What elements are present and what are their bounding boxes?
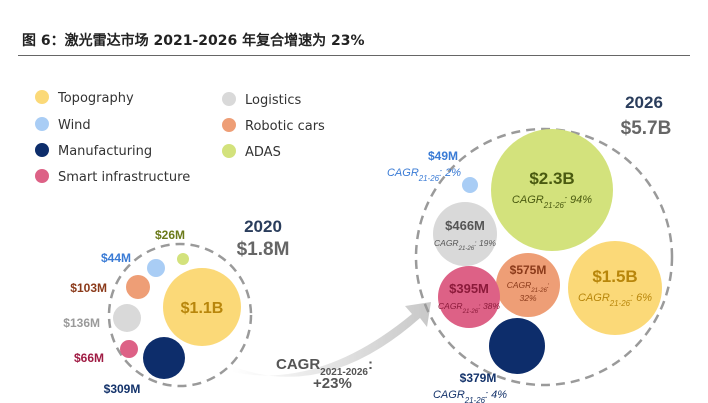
- bubble-2026-manufacturing-label: $379M: [460, 371, 497, 385]
- bubble-2026-manufacturing: [489, 318, 545, 374]
- bubble-2026-logistics: [433, 202, 497, 266]
- legend-swatch-logistics: [222, 92, 236, 106]
- bubble-2026-manufacturing-cagr: CAGR21-26: 4%: [433, 389, 507, 403]
- bubble-2020-wind: [147, 259, 165, 277]
- bubble-2026-adas-cagr: CAGR21-26: 94%: [512, 194, 592, 210]
- legend-swatch-adas: [222, 144, 236, 158]
- legend-swatch-robotic-cars: [222, 118, 236, 132]
- title-rule: [18, 55, 690, 56]
- bubble-2026-robotic-cars-label: $575M: [510, 263, 547, 277]
- ring-2020: [107, 242, 253, 388]
- bubble-2026-robotic-cars-cagr: CAGR21-26:: [507, 280, 550, 294]
- bubble-2026-smart-infrastructure: [438, 266, 500, 328]
- bubble-2026-topography-cagr: CAGR21-26: 6%: [578, 292, 652, 308]
- legend: Topography Wind Manufacturing Smart infrast…: [35, 90, 325, 185]
- bubble-2020-adas: [177, 253, 189, 265]
- bubble-2026-wind: [462, 177, 478, 193]
- bubble-2020-adas-label: $26M: [155, 228, 185, 242]
- bubble-2020-smart-infrastructure-label: $66M: [74, 351, 104, 365]
- bubble-2026-wind-cagr: CAGR21-26: 2%: [387, 167, 461, 183]
- legend-label-manufacturing: Manufacturing: [58, 144, 152, 159]
- cagr-arrow-layer: CAGR2021-2026:+23%: [232, 302, 431, 392]
- bubble-2020-manufacturing-label: $309M: [104, 382, 141, 396]
- legend-swatch-topography: [35, 90, 49, 104]
- year-2026: 2026: [625, 93, 663, 112]
- overall-cagr-value: +23%: [313, 375, 352, 392]
- legend-swatch-manufacturing: [35, 143, 49, 157]
- bubble-2026-logistics-cagr: CAGR21-26: 19%: [434, 238, 496, 252]
- bubble-2026-smart-infrastructure-cagr: CAGR21-26: 38%: [438, 301, 500, 315]
- legend-swatch-wind: [35, 117, 49, 131]
- year-2020: 2020: [244, 217, 282, 236]
- bubble-2020-topography: [163, 268, 241, 346]
- bubble-2026-wind-label: $49M: [428, 149, 458, 163]
- bubble-2020-topography-label: $1.1B: [181, 300, 224, 317]
- legend-label-wind: Wind: [58, 118, 91, 133]
- overall-cagr-label: CAGR2021-2026:: [276, 356, 373, 378]
- bubble-2020-wind-label: $44M: [101, 251, 131, 265]
- legend-label-topography: Topography: [57, 91, 134, 106]
- total-2020: $1.8M: [237, 239, 290, 260]
- legend-swatch-smart-infrastructure: [35, 169, 49, 183]
- bubble-2026-topography-label: $1.5B: [592, 267, 637, 286]
- bubble-2020-robotic-cars-label: $103M: [70, 281, 107, 295]
- bubble-2026-robotic-cars: [496, 253, 560, 317]
- cagr-arrow: [232, 302, 431, 377]
- ring-2026: [414, 127, 674, 387]
- bubble-2026-smart-infrastructure-label: $395M: [449, 281, 489, 296]
- bubble-2020-robotic-cars: [126, 275, 150, 299]
- group-2026: 2026 $5.7B $2.3B CAGR21-26: 94% $1.5B CAGR21-…: [387, 93, 674, 403]
- bubble-2026-adas: [491, 129, 613, 251]
- figure-title: 图 6：激光雷达市场 2021-2026 年复合增速为 23%: [22, 33, 365, 49]
- bubble-2020-logistics: [113, 304, 141, 332]
- bubble-2026-adas-label: $2.3B: [529, 169, 574, 188]
- bubble-2020-smart-infrastructure: [120, 340, 138, 358]
- bubble-2026-topography: [568, 241, 662, 335]
- total-2026: $5.7B: [621, 118, 672, 139]
- bubble-2026-robotic-cars-cagr-value: 32%: [519, 293, 536, 303]
- legend-label-smart-infrastructure: Smart infrastructure: [58, 170, 190, 185]
- bubble-2026-logistics-label: $466M: [445, 218, 485, 233]
- legend-label-adas: ADAS: [245, 145, 281, 160]
- legend-label-robotic-cars: Robotic cars: [245, 119, 325, 134]
- bubble-2020-manufacturing: [143, 337, 185, 379]
- legend-label-logistics: Logistics: [245, 93, 301, 108]
- group-2020: 2020 $1.8M $1.1B $44M $26M $103M $136M $66M $309…: [63, 217, 289, 396]
- bubble-2020-logistics-label: $136M: [63, 316, 100, 330]
